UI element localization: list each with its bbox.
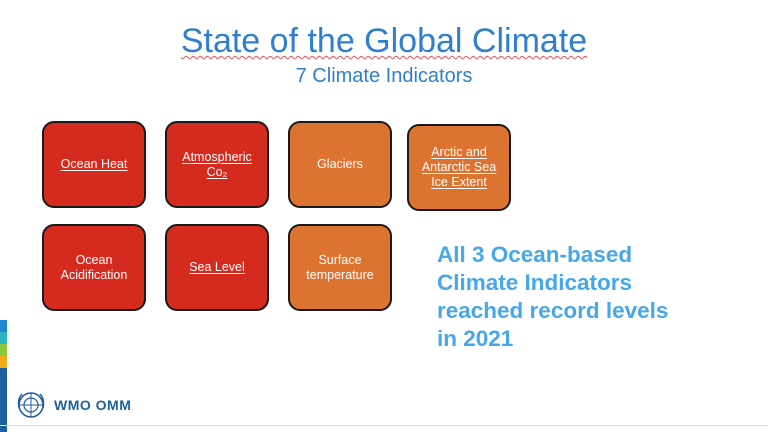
accent-bar-segment <box>0 332 7 344</box>
indicator-label: Arctic and Antarctic Sea Ice Extent <box>421 145 497 189</box>
indicator-tile-glaciers: Glaciers <box>288 121 392 208</box>
footer-divider <box>0 425 768 426</box>
indicator-tile-ocean-acidification: Ocean Acidification <box>42 224 146 311</box>
indicator-tile-ocean-heat: Ocean Heat <box>42 121 146 208</box>
indicator-label: Glaciers <box>317 157 363 171</box>
slide-title-text: State of the Global Climate <box>180 22 588 60</box>
accent-bar-segment <box>0 356 7 368</box>
slide-subtitle: 7 Climate Indicators <box>0 64 768 88</box>
slide-title: State of the Global Climate <box>0 20 768 62</box>
callout-line: reached record levels <box>437 298 669 323</box>
callout-line: All 3 Ocean-based <box>437 242 633 267</box>
wmo-logo: WMO OMM <box>16 390 131 420</box>
indicator-tile-sea-ice-extent: Arctic and Antarctic Sea Ice Extent <box>407 124 511 211</box>
indicator-label: Ocean Heat <box>60 157 128 171</box>
accent-bar-segment <box>0 320 7 332</box>
accent-bar-segment <box>0 344 7 356</box>
indicator-label: Ocean Acidification <box>60 252 128 282</box>
ocean-indicators-callout: All 3 Ocean-based Climate Indicators rea… <box>437 241 757 353</box>
indicator-label: Sea Level <box>189 260 245 274</box>
indicator-tile-surface-temperature: Surface temperature <box>288 224 392 311</box>
slide-subtitle-text: 7 Climate Indicators <box>295 65 473 87</box>
accent-bar-segment <box>0 368 7 432</box>
wmo-emblem-icon <box>17 392 45 418</box>
wmo-logo-text: WMO OMM <box>54 397 132 413</box>
callout-line: in 2021 <box>437 326 514 351</box>
callout-line: Climate Indicators <box>437 270 633 295</box>
indicator-tile-sea-level: Sea Level <box>165 224 269 311</box>
indicator-label: Atmospheric Co₂ <box>182 149 252 179</box>
indicator-tile-atmospheric-co2: Atmospheric Co₂ <box>165 121 269 208</box>
indicator-label: Surface temperature <box>306 252 374 282</box>
